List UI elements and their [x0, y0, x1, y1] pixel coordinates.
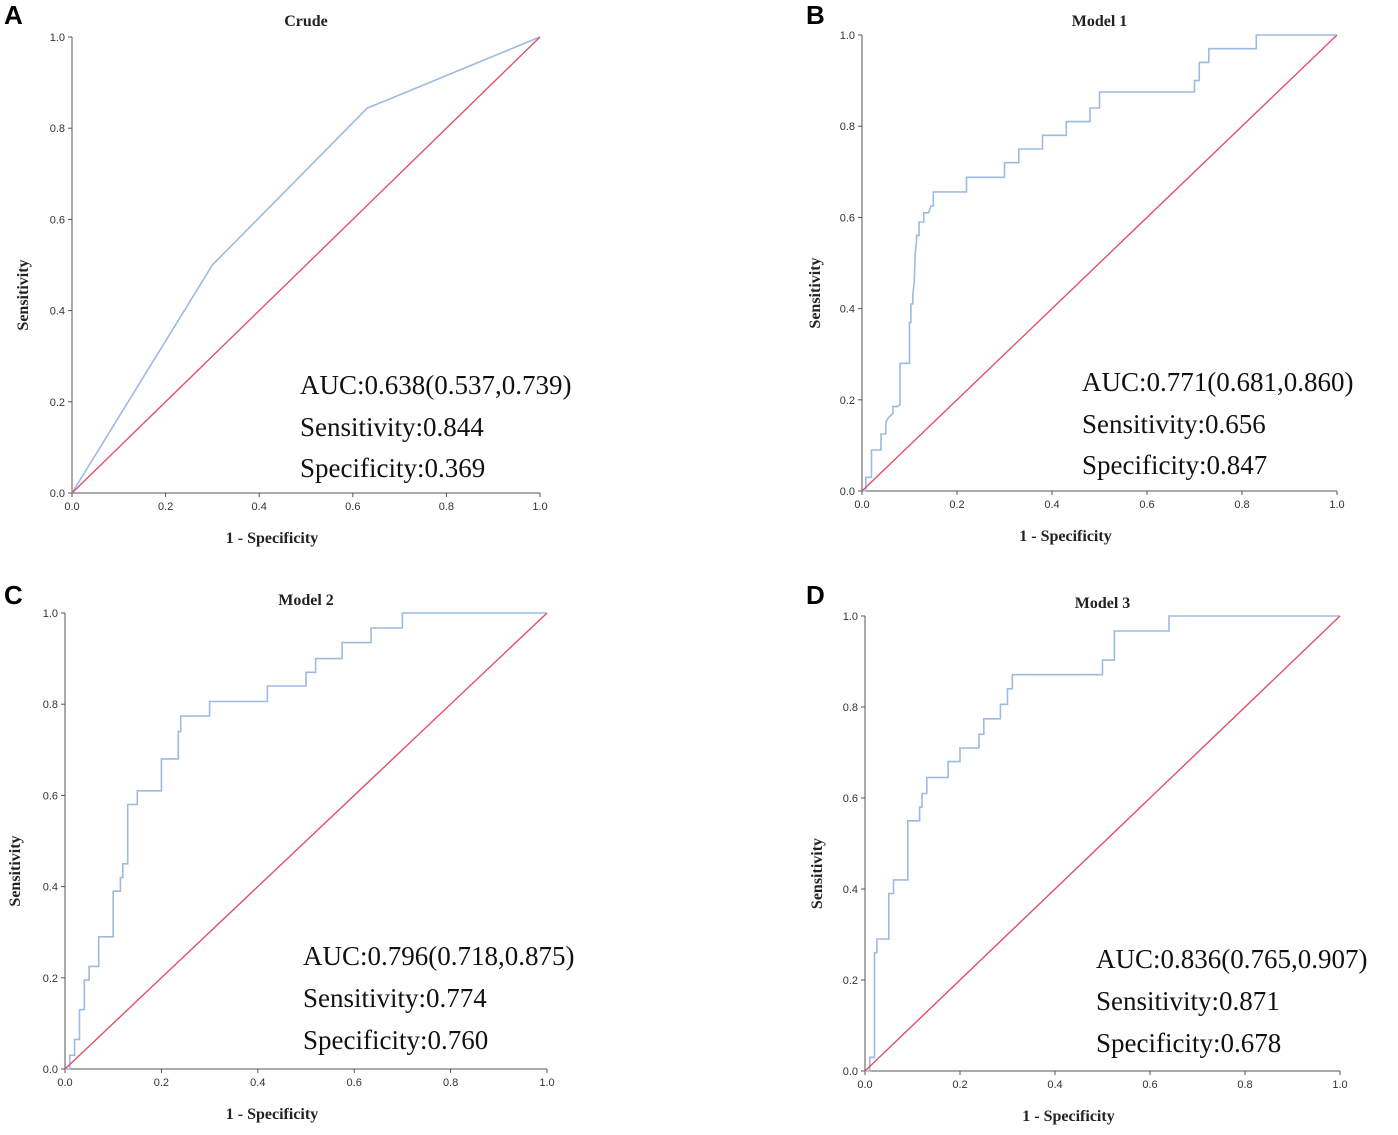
- y-tick-label: 0.0: [840, 486, 855, 498]
- y-tick-label: 0.8: [43, 699, 58, 711]
- chart-panel-b: B Model 1 0.0 0.2 0.4 0.6 0.8 1.0 0.0 0.2 0.4 0.6 0.…: [806, 0, 1354, 545]
- chart-title: Model 1: [1072, 13, 1128, 30]
- y-tick-label: 0.8: [843, 702, 858, 714]
- x-axis-label: 1 - Specificity: [226, 530, 318, 547]
- x-tick-label: 0.8: [1234, 499, 1249, 511]
- x-tick-label: 0.8: [439, 501, 454, 513]
- x-tick-label: 0.4: [252, 501, 267, 513]
- y-tick-label: 0.4: [843, 884, 858, 896]
- reference-line: [864, 615, 1341, 1072]
- y-tick-label: 0.6: [50, 214, 65, 226]
- stat-annotation: Sensitivity:0.656: [1082, 409, 1266, 439]
- stat-annotation: Sensitivity:0.844: [300, 412, 484, 442]
- y-tick-label: 0.4: [840, 304, 855, 316]
- panel-letter: C: [4, 580, 23, 610]
- x-tick-label: 0.4: [1047, 1079, 1062, 1091]
- panel-letter: B: [806, 0, 825, 30]
- x-tick-label: 0.8: [1237, 1079, 1252, 1091]
- x-tick-label: 0.6: [1139, 499, 1154, 511]
- chart-panel-d: D Model 3 0.0 0.2 0.4 0.6 0.8 1.0 0.0 0.2 0.4 0.6 0.…: [806, 580, 1368, 1125]
- stat-annotation: Specificity:0.760: [303, 1025, 488, 1055]
- stat-annotation: AUC:0.638(0.537,0.739): [300, 370, 572, 400]
- stat-annotation: AUC:0.836(0.765,0.907): [1096, 944, 1368, 974]
- x-tick-label: 1.0: [1332, 1079, 1347, 1091]
- y-tick-label: 1.0: [50, 32, 65, 44]
- x-axis-label: 1 - Specificity: [1022, 1108, 1114, 1125]
- x-tick-label: 0.6: [347, 1077, 362, 1089]
- stat-annotation: Specificity:0.847: [1082, 450, 1267, 480]
- y-tick-label: 0.4: [43, 882, 58, 894]
- chart-title: Crude: [284, 13, 328, 30]
- y-tick-label: 0.8: [50, 123, 65, 135]
- panel-letter: A: [4, 0, 23, 30]
- y-axis-label: Sensitivity: [807, 257, 824, 328]
- chart-panel-c: C Model 2 0.0 0.2 0.4 0.6 0.8 1.0 0.0 0.2 0.4 0.6 0.…: [4, 580, 575, 1123]
- x-tick-label: 0.2: [949, 499, 964, 511]
- stat-annotation: AUC:0.771(0.681,0.860): [1082, 367, 1354, 397]
- stat-annotation: AUC:0.796(0.718,0.875): [303, 941, 575, 971]
- x-tick-label: 1.0: [1329, 499, 1344, 511]
- roc-curve: [65, 612, 547, 1070]
- x-tick-label: 0.0: [64, 501, 79, 513]
- x-tick-label: 0.2: [952, 1079, 967, 1091]
- stat-annotation: Sensitivity:0.774: [303, 983, 487, 1013]
- y-tick-label: 0.0: [50, 488, 65, 500]
- roc-curve: [71, 36, 541, 494]
- y-axis-label: Sensitivity: [15, 259, 32, 330]
- y-tick-label: 0.6: [43, 790, 58, 802]
- stat-annotation: Specificity:0.369: [300, 453, 485, 483]
- y-tick-label: 1.0: [43, 608, 58, 620]
- x-tick-label: 1.0: [532, 501, 547, 513]
- panels: A Crude 0.0 0.2 0.4 0.6 0.8 1.0 0.0 0.2 0.4 0.6 0.8 1…: [4, 0, 1368, 1125]
- x-tick-label: 0.0: [57, 1077, 72, 1089]
- y-tick-label: 0.6: [840, 212, 855, 224]
- reference-line: [64, 612, 548, 1070]
- chart-title: Model 3: [1075, 595, 1131, 612]
- y-tick-label: 0.0: [843, 1066, 858, 1078]
- x-tick-label: 0.0: [854, 499, 869, 511]
- y-tick-label: 0.2: [50, 397, 65, 409]
- y-tick-label: 0.6: [843, 793, 858, 805]
- reference-line: [861, 34, 1338, 492]
- roc-curve: [865, 615, 1340, 1072]
- chart-panel-a: A Crude 0.0 0.2 0.4 0.6 0.8 1.0 0.0 0.2 0.4 0.6 0.8 1…: [4, 0, 572, 547]
- y-axis-label: Sensitivity: [7, 835, 24, 906]
- x-axis-label: 1 - Specificity: [226, 1106, 318, 1123]
- panel-letter: D: [806, 580, 825, 610]
- x-tick-label: 0.4: [250, 1077, 265, 1089]
- x-tick-label: 0.2: [154, 1077, 169, 1089]
- stat-annotation: Specificity:0.678: [1096, 1028, 1281, 1058]
- x-axis-label: 1 - Specificity: [1019, 528, 1111, 545]
- x-tick-label: 0.8: [443, 1077, 458, 1089]
- x-tick-label: 0.0: [857, 1079, 872, 1091]
- y-tick-label: 1.0: [840, 30, 855, 42]
- x-tick-label: 0.4: [1044, 499, 1059, 511]
- y-tick-label: 0.8: [840, 121, 855, 133]
- x-tick-label: 0.6: [1142, 1079, 1157, 1091]
- y-tick-label: 1.0: [843, 611, 858, 623]
- x-tick-label: 1.0: [539, 1077, 554, 1089]
- y-tick-label: 0.2: [840, 395, 855, 407]
- x-tick-label: 0.6: [345, 501, 360, 513]
- roc-curve: [862, 34, 1337, 492]
- y-tick-label: 0.0: [43, 1064, 58, 1076]
- y-tick-label: 0.2: [843, 975, 858, 987]
- stat-annotation: Sensitivity:0.871: [1096, 986, 1280, 1016]
- y-axis-label: Sensitivity: [809, 838, 826, 909]
- y-tick-label: 0.2: [43, 973, 58, 985]
- chart-title: Model 2: [278, 592, 334, 609]
- y-tick-label: 0.4: [50, 306, 65, 318]
- reference-line: [71, 36, 541, 494]
- x-tick-label: 0.2: [158, 501, 173, 513]
